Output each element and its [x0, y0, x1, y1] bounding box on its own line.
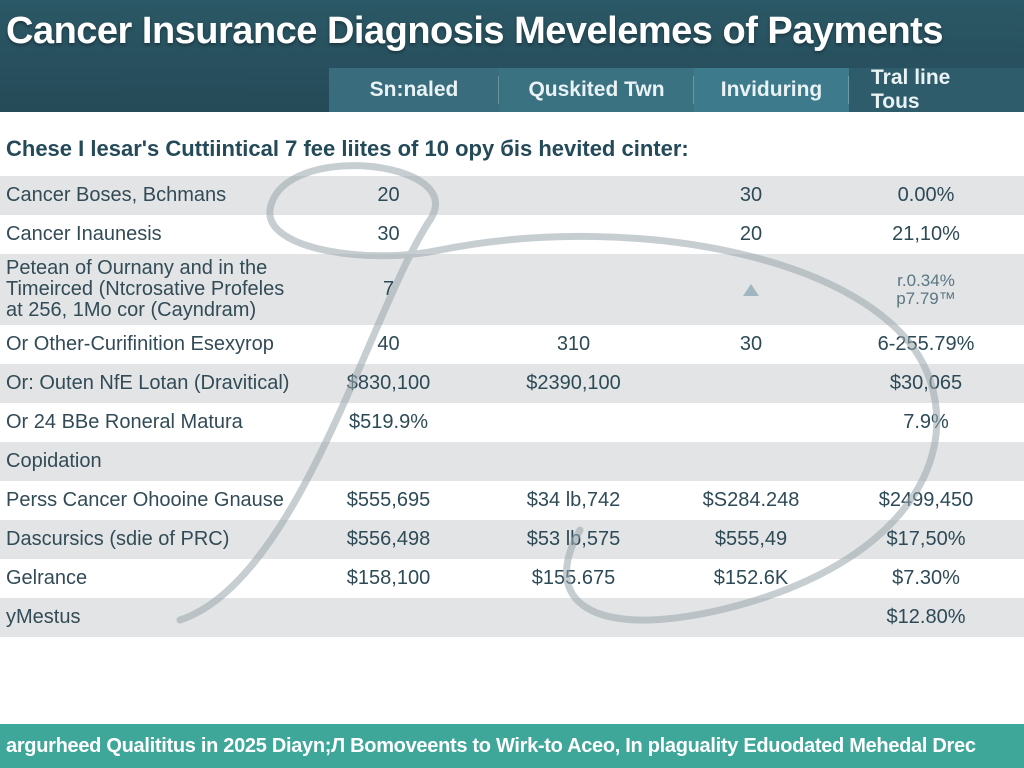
- cell: [479, 403, 674, 442]
- cell-multiline: r.0.34% p7.79™: [834, 254, 1024, 325]
- cell: 310: [479, 325, 674, 364]
- table-row: Petean of Ournany and in the Timeirced (…: [0, 254, 1024, 325]
- row-label: Or: Outen NfE Lotan (Dravitical): [0, 364, 304, 403]
- cell: [479, 254, 674, 325]
- cell: [674, 598, 834, 637]
- row-label: Or Other-Curifinition Esexyrop: [0, 325, 304, 364]
- cell: [479, 176, 674, 215]
- cell: 30: [674, 325, 834, 364]
- cell-icon: [674, 254, 834, 325]
- table-row: Gelrance $158,100 $155.675 $152.6K $7.30…: [0, 559, 1024, 598]
- cell: [479, 215, 674, 254]
- cell: [479, 598, 674, 637]
- subheader-text: Chese I lesar's Cuttiintical 7 fee liite…: [0, 112, 1024, 176]
- cell: $2390,100: [479, 364, 674, 403]
- row-label: Dascursics (sdie of PRC): [0, 520, 304, 559]
- cell: $555,49: [674, 520, 834, 559]
- cell-line: p7.79™: [896, 289, 956, 308]
- cell: $519.9%: [304, 403, 479, 442]
- cell: [834, 442, 1024, 481]
- tab-inviduring[interactable]: Inviduring: [694, 68, 849, 112]
- row-label: Or 24 BBe Roneral Matura: [0, 403, 304, 442]
- tab-row: Sn:naled Quskited Twn Inviduring Tral li…: [329, 68, 1024, 112]
- cell: $155.675: [479, 559, 674, 598]
- cell: 30: [304, 215, 479, 254]
- table-row: Cancer Inaunesis 30 20 21,10%: [0, 215, 1024, 254]
- footer-text: argurheed Qualititus in 2025 Diayn;Л Bom…: [6, 735, 976, 758]
- cell: $555,695: [304, 481, 479, 520]
- cell: 7.9%: [834, 403, 1024, 442]
- cell: $34 lb,742: [479, 481, 674, 520]
- cell: $S284.248: [674, 481, 834, 520]
- row-label: Cancer Inaunesis: [0, 215, 304, 254]
- page-title: Cancer Insurance Diagnosis Mevelemes of …: [0, 0, 1024, 53]
- cell: 40: [304, 325, 479, 364]
- cell: $12.80%: [834, 598, 1024, 637]
- row-label: Gelrance: [0, 559, 304, 598]
- table-row: Or: Outen NfE Lotan (Dravitical) $830,10…: [0, 364, 1024, 403]
- tab-tralline[interactable]: Tral line Tous: [849, 68, 1024, 112]
- triangle-up-icon: [743, 284, 759, 296]
- cell: 20: [674, 215, 834, 254]
- table-row: Copidation: [0, 442, 1024, 481]
- row-label-line: at 256, 1Mo cor (Cayndram): [6, 299, 256, 321]
- cell: $7.30%: [834, 559, 1024, 598]
- row-label: Copidation: [0, 442, 304, 481]
- cell: $158,100: [304, 559, 479, 598]
- cell: [304, 442, 479, 481]
- row-label: yMestus: [0, 598, 304, 637]
- payments-table: Cancer Boses, Bchmans 20 30 0.00% Cancer…: [0, 176, 1024, 637]
- cell: 7: [304, 254, 479, 325]
- footer-bar: argurheed Qualititus in 2025 Diayn;Л Bom…: [0, 724, 1024, 768]
- cell-line: r.0.34%: [897, 271, 955, 290]
- row-label-multiline: Petean of Ournany and in the Timeirced (…: [0, 254, 304, 325]
- cell: $17,50%: [834, 520, 1024, 559]
- cell: 20: [304, 176, 479, 215]
- cell: $152.6K: [674, 559, 834, 598]
- cell: 0.00%: [834, 176, 1024, 215]
- cell: $2499,450: [834, 481, 1024, 520]
- table-row: yMestus $12.80%: [0, 598, 1024, 637]
- cell: 21,10%: [834, 215, 1024, 254]
- cell: $53 lb,575: [479, 520, 674, 559]
- cell: $556,498: [304, 520, 479, 559]
- cell: $30,065: [834, 364, 1024, 403]
- table-row: Or Other-Curifinition Esexyrop 40 310 30…: [0, 325, 1024, 364]
- row-label: Cancer Boses, Bchmans: [0, 176, 304, 215]
- cell: [674, 403, 834, 442]
- table-row: Cancer Boses, Bchmans 20 30 0.00%: [0, 176, 1024, 215]
- row-label-line: Timeirced (Ntcrosative Profeles: [6, 278, 284, 300]
- tab-quskited[interactable]: Quskited Twn: [499, 68, 694, 112]
- cell: [304, 598, 479, 637]
- row-label: Perss Cancer Ohooine Gnause: [0, 481, 304, 520]
- cell: [674, 442, 834, 481]
- row-label-line: Petean of Ournany and in the: [6, 257, 267, 279]
- cell: 6-255.79%: [834, 325, 1024, 364]
- table-row: Or 24 BBe Roneral Matura $519.9% 7.9%: [0, 403, 1024, 442]
- cell: $830,100: [304, 364, 479, 403]
- cell: 30: [674, 176, 834, 215]
- cell: [479, 442, 674, 481]
- header-bar: Cancer Insurance Diagnosis Mevelemes of …: [0, 0, 1024, 112]
- tab-snnaled[interactable]: Sn:naled: [329, 68, 499, 112]
- cell: [674, 364, 834, 403]
- table-row: Dascursics (sdie of PRC) $556,498 $53 lb…: [0, 520, 1024, 559]
- table-row: Perss Cancer Ohooine Gnause $555,695 $34…: [0, 481, 1024, 520]
